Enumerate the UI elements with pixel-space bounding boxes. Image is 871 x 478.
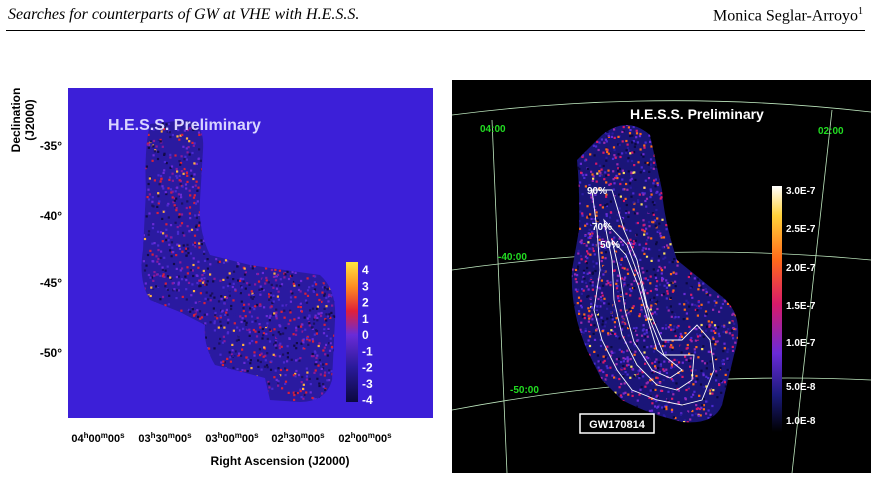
colorbar-right — [772, 186, 782, 432]
significance-map-svg: H.E.S.S. Preliminary Declination (J2000)… — [9, 88, 433, 468]
page-header: Searches for counterparts of GW at VHE w… — [0, 0, 871, 36]
colorbar-left-tick: -4 — [362, 393, 373, 407]
colorbar-left-tick: 2 — [362, 296, 369, 310]
upper-limit-map-figure: H.E.S.S. Preliminary 04:00 02:00 -40:00 … — [451, 80, 871, 474]
upper-limit-map-svg: H.E.S.S. Preliminary 04:00 02:00 -40:00 … — [451, 80, 871, 474]
dec-tick: -50° — [40, 346, 62, 360]
dec-tick: -40° — [40, 209, 62, 223]
colorbar-right-tick: 1.5E-7 — [786, 301, 816, 312]
header-rule — [6, 30, 865, 31]
contour-label-50: 50% — [600, 240, 620, 251]
dec-tick: -45° — [40, 276, 62, 290]
ra-tick: 02h30m00s — [271, 431, 325, 445]
colorbar-left-tick: -2 — [362, 361, 373, 375]
ra-label-0200: 02:00 — [818, 126, 844, 137]
ra-label-0400: 04:00 — [480, 124, 506, 135]
colorbar-right-labels: 3.0E-7 2.5E-7 2.0E-7 1.5E-7 1.0E-7 5.0E-8 1.0E… — [786, 186, 816, 427]
event-label: GW170814 — [589, 419, 646, 431]
ylabel-line1: Declination — [9, 88, 23, 153]
ra-tick: 04h00m00s — [71, 431, 125, 445]
colorbar-right-tick: 1.0E-8 — [786, 416, 816, 427]
event-label-box — [579, 413, 655, 434]
colorbar-left-tick: 0 — [362, 328, 369, 342]
significance-map-figure: H.E.S.S. Preliminary Declination (J2000)… — [0, 80, 445, 473]
colorbar-right-tick: 1.0E-7 — [786, 338, 816, 349]
probability-contours — [591, 189, 715, 406]
running-author: Monica Seglar-Arroyo1 — [713, 6, 863, 25]
colorbar-left-tick: 3 — [362, 279, 369, 293]
dec-tick: -35° — [40, 139, 62, 153]
colorbar-left-labels: 4 3 2 1 0 -1 -2 -3 -4 — [362, 263, 373, 407]
colorbar-left-tick: -3 — [362, 377, 373, 391]
colorbar-left — [346, 262, 358, 402]
colorbar-right-tick: 2.5E-7 — [786, 224, 816, 235]
ra-tick: 03h00m00s — [205, 431, 259, 445]
contour-label-70: 70% — [592, 222, 612, 233]
ylabel-line2: (J2000) — [23, 99, 37, 140]
dec-label-40: -40:00 — [498, 252, 527, 263]
ra-tick: 02h00m00s — [338, 431, 392, 445]
author-affiliation: 1 — [858, 6, 863, 17]
watermark-right: H.E.S.S. Preliminary — [630, 106, 764, 122]
contour-50 — [611, 238, 683, 379]
colorbar-left-tick: 4 — [362, 263, 369, 277]
dec-tick-labels: -35° -40° -45° -50° — [40, 139, 62, 360]
colorbar-left-tick: 1 — [362, 312, 369, 326]
colorbar-right-tick: 3.0E-7 — [786, 186, 816, 197]
xlabel: Right Ascension (J2000) — [211, 454, 350, 468]
author-name: Monica Seglar-Arroyo — [713, 7, 858, 25]
dec-label-50: -50:00 — [510, 385, 539, 396]
contour-90 — [591, 189, 715, 406]
ra-tick-labels: 04h00m00s 03h30m00s 03h00m00s 02h30m00s 02h0… — [71, 431, 392, 445]
colorbar-right-tick: 5.0E-8 — [786, 382, 816, 393]
ra-tick: 03h30m00s — [138, 431, 192, 445]
colorbar-left-tick: -1 — [362, 344, 373, 358]
contour-label-90: 90% — [587, 186, 607, 197]
running-title: Searches for counterparts of GW at VHE w… — [8, 6, 360, 23]
watermark-left: H.E.S.S. Preliminary — [108, 117, 261, 134]
contour-70 — [603, 218, 695, 391]
colorbar-right-tick: 2.0E-7 — [786, 263, 816, 274]
